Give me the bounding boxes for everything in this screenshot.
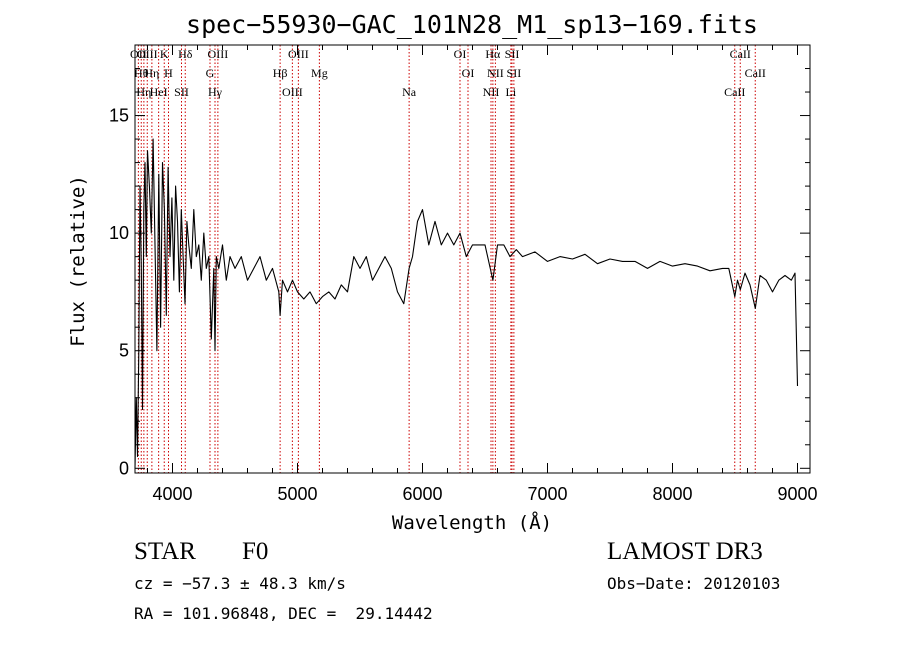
line-label: H (164, 66, 173, 80)
line-label: OIII (208, 47, 229, 61)
line-label: OIII (282, 85, 303, 99)
x-tick-label: 8000 (652, 484, 692, 504)
line-label: OI (462, 66, 475, 80)
coordinates-text: RA = 101.96848, DEC = 29.14442 (134, 604, 433, 623)
line-label: CaII (745, 66, 766, 80)
line-label: SII (505, 47, 520, 61)
y-tick-label: 5 (119, 341, 129, 361)
spectral-line-markers (137, 45, 756, 473)
object-subclass: F0 (242, 538, 269, 565)
redshift-text: cz = −57.3 ± 48.3 km/s (134, 574, 346, 593)
y-tick-label: 15 (109, 106, 129, 126)
line-label: Hθ (134, 66, 149, 80)
line-label: OII (130, 47, 147, 61)
spectral-line-labels: OIIHθHηOIIIHηHeIKHSIIHδGHγOIIIHβOIIIOIII… (130, 47, 766, 99)
line-label: OI (454, 47, 467, 61)
line-label: NII (483, 85, 500, 99)
line-label: CaII (724, 85, 745, 99)
line-label: Mg (311, 66, 328, 80)
line-label: Li (506, 85, 517, 99)
x-tick-label: 4000 (152, 484, 192, 504)
line-label: Hγ (208, 85, 223, 99)
observation-date: Obs−Date: 20120103 (607, 574, 781, 593)
chart-title: spec−55930−GAC_101N28_M1_sp13−169.fits (186, 10, 758, 39)
line-label: Hη (136, 85, 151, 99)
x-tick-label: 9000 (777, 484, 817, 504)
line-label: NII (487, 66, 504, 80)
survey-name: LAMOST DR3 (607, 538, 763, 565)
line-label: G (206, 66, 215, 80)
line-label: Hα (485, 47, 501, 61)
x-axis-label: Wavelength (Å) (392, 511, 552, 534)
x-tick-label: 6000 (402, 484, 442, 504)
x-axis-ticks: 4000 5000 6000 7000 8000 9000 (147, 45, 818, 504)
line-label: Hδ (178, 47, 193, 61)
line-label: OIII (137, 47, 158, 61)
line-label: CaII (730, 47, 751, 61)
line-label: Na (402, 85, 417, 99)
y-axis-ticks: 0 5 10 15 (109, 44, 810, 478)
object-class: STAR (134, 538, 196, 565)
line-label: SII (507, 66, 522, 80)
x-tick-label: 5000 (277, 484, 317, 504)
plot-frame (134, 44, 811, 474)
line-label: HeI (150, 85, 168, 99)
line-label: Hβ (273, 66, 288, 80)
plot-axes (134, 44, 811, 474)
x-tick-label: 7000 (527, 484, 567, 504)
y-tick-label: 0 (119, 458, 129, 478)
line-label: Hη (144, 66, 159, 80)
line-label: K (160, 47, 169, 61)
spectrum-series (134, 138, 799, 469)
line-label: OIII (288, 47, 309, 61)
y-tick-label: 10 (109, 223, 129, 243)
y-axis-label: Flux (relative) (67, 175, 89, 347)
spectrum-line (134, 138, 799, 469)
line-label: SII (174, 85, 189, 99)
